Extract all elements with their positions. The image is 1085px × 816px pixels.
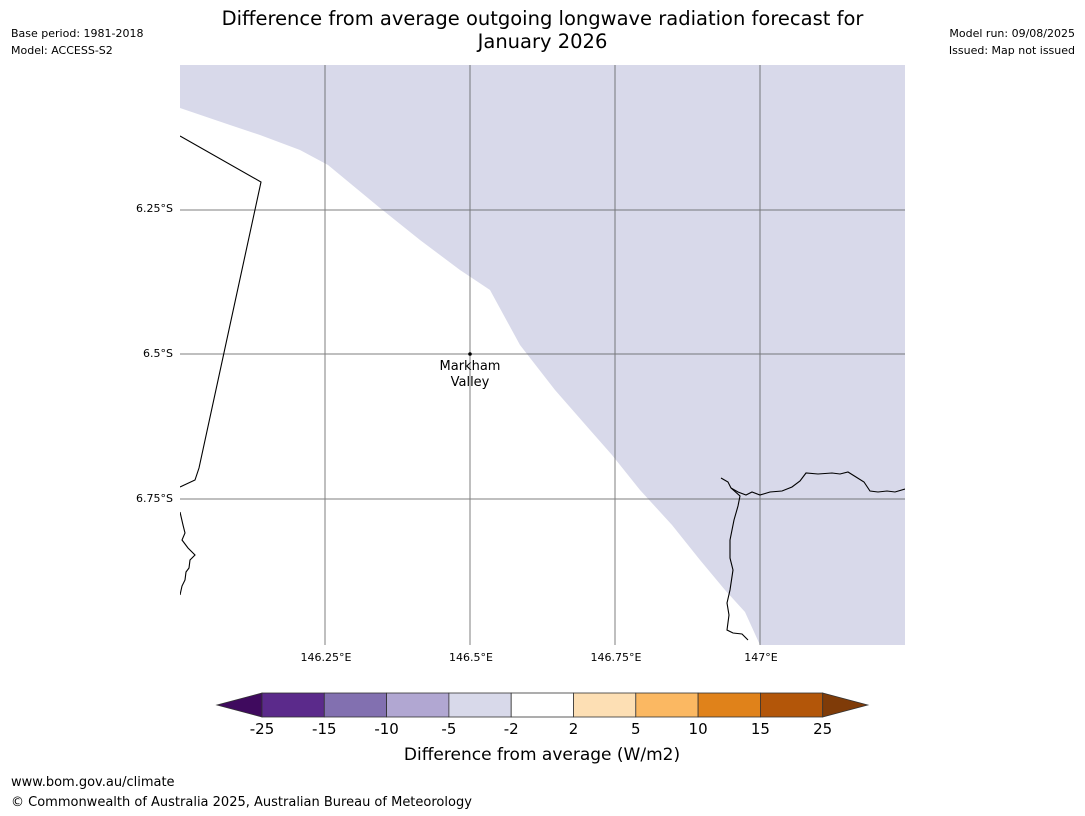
colorbar-tick-label: 15 <box>750 720 770 738</box>
colorbar-tick-label: -25 <box>249 720 275 738</box>
latitude-label: 6.75°S <box>136 492 173 505</box>
colorbar-max-extension <box>822 692 870 718</box>
page-title: Difference from average outgoing longwav… <box>170 7 915 53</box>
longitude-label: 146.25°E <box>300 651 352 664</box>
colorbar-tick-label: 2 <box>568 720 579 738</box>
longitude-label: 146.5°E <box>449 651 493 664</box>
footer-url: www.bom.gov.au/climate <box>11 775 175 790</box>
title-line-1: Difference from average outgoing longwav… <box>221 7 864 30</box>
place-label-line-1: Markham <box>439 359 501 374</box>
metadata-left: Base period: 1981-2018 Model: ACCESS-S2 <box>11 25 143 59</box>
colorbar-min-extension <box>215 692 263 718</box>
metadata-right: Model run: 09/08/2025 Issued: Map not is… <box>949 25 1075 59</box>
eastern-coastline <box>720 471 905 496</box>
base-period-text: Base period: 1981-2018 <box>11 27 144 40</box>
longitude-label: 147°E <box>744 651 778 664</box>
colorbar-segment <box>760 692 824 718</box>
colorbar-segment <box>323 692 387 718</box>
colorbar-tick-label: -2 <box>503 720 519 738</box>
colorbar-tick-label: 25 <box>813 720 833 738</box>
location-marker <box>468 352 472 356</box>
colorbar-tick-label: 5 <box>631 720 641 738</box>
model-run-text: Model run: 09/08/2025 <box>949 27 1075 40</box>
colorbar-segment <box>510 692 574 718</box>
colorbar-segment <box>697 692 761 718</box>
latitude-label: 6.25°S <box>136 202 173 215</box>
place-label-line-2: Valley <box>450 375 490 390</box>
colorbar-segment <box>386 692 450 718</box>
coastlines <box>180 135 905 641</box>
model-text: Model: ACCESS-S2 <box>11 44 113 57</box>
colorbar-tick-label: -10 <box>374 720 399 738</box>
colorbar-segment <box>448 692 512 718</box>
colorbar-title: Difference from average (W/m2) <box>403 745 681 765</box>
place-label: Markham Valley <box>420 359 520 391</box>
issued-text: Issued: Map not issued <box>948 44 1075 57</box>
colorbar-tick-label: -5 <box>441 720 457 738</box>
colorbar-tick-label: 10 <box>688 720 708 738</box>
colorbar-segment <box>635 692 699 718</box>
colorbar-segment <box>261 692 325 718</box>
latitude-label: 6.5°S <box>143 347 173 360</box>
province-boundary <box>180 135 262 488</box>
river-coastline <box>726 487 749 641</box>
colorbar-segment <box>573 692 637 718</box>
western-coastline <box>180 511 196 596</box>
longitude-label: 146.75°E <box>590 651 642 664</box>
footer-copyright: © Commonwealth of Australia 2025, Austra… <box>11 795 472 810</box>
title-line-2: January 2026 <box>477 30 608 53</box>
colorbar-tick-label: -15 <box>312 720 337 738</box>
